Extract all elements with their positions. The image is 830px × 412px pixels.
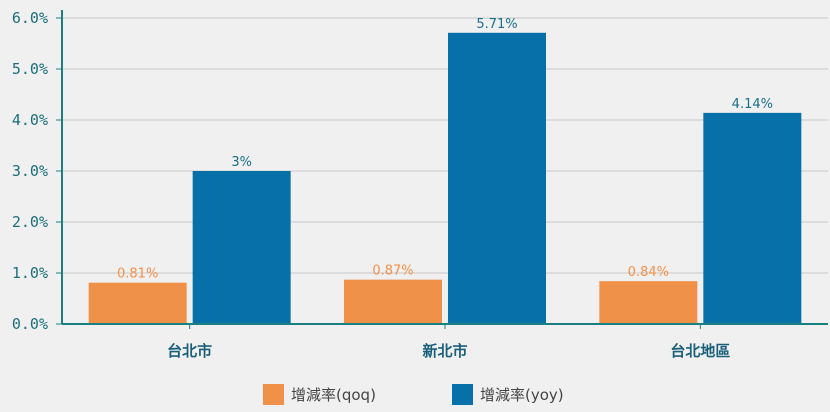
data-label: 4.14% <box>732 97 773 112</box>
bar <box>599 281 698 324</box>
y-tick-label: 0.0% <box>12 315 48 333</box>
legend-swatch <box>263 384 284 405</box>
category-label: 新北市 <box>422 342 467 360</box>
data-label: 0.84% <box>628 265 669 280</box>
data-label: 0.81% <box>117 267 158 282</box>
bar <box>344 279 442 324</box>
y-tick-label: 1.0% <box>12 264 48 282</box>
y-tick-label: 6.0% <box>12 9 48 27</box>
axes: 0.0% 1.0% 2.0% 3.0% 4.0% 5.0% 6.0% 台北市 新北市 台北地區 <box>12 9 828 360</box>
legend-label: 增減率(qoq) <box>291 386 376 404</box>
bar <box>448 32 546 324</box>
gridlines <box>62 17 828 274</box>
y-tick-label: 3.0% <box>12 162 48 180</box>
category-label: 台北市 <box>167 342 212 360</box>
y-tick-label: 4.0% <box>12 111 48 129</box>
legend: 增減率(qoq) 增減率(yoy) <box>263 384 564 405</box>
data-label: 3% <box>231 155 252 170</box>
data-label: 5.71% <box>476 17 517 32</box>
bar <box>88 282 187 324</box>
bar <box>703 112 802 324</box>
bar <box>192 171 291 324</box>
legend-swatch <box>452 384 473 405</box>
data-label: 0.87% <box>372 264 413 279</box>
y-tick-label: 2.0% <box>12 213 48 231</box>
bars: 0.81% 3% 0.87% 5.71% 0.84% 4.14% <box>88 17 802 324</box>
y-tick-label: 5.0% <box>12 60 48 78</box>
category-label: 台北地區 <box>670 342 730 360</box>
legend-label: 增減率(yoy) <box>480 386 564 404</box>
